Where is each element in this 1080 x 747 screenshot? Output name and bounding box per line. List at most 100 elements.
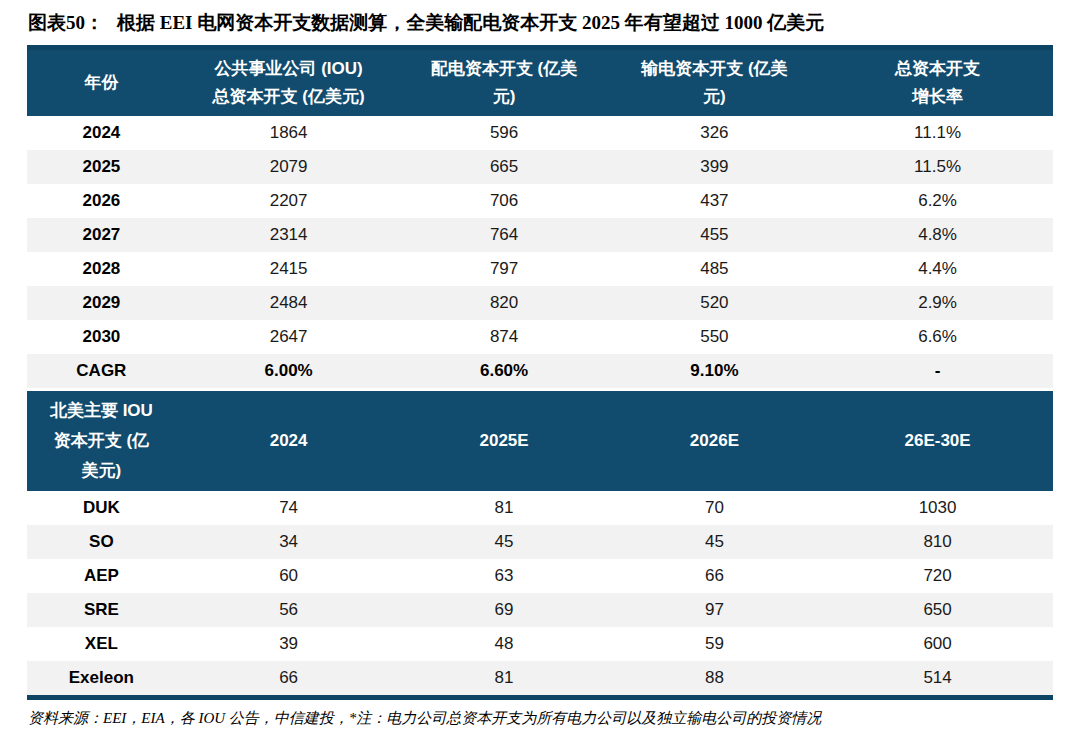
value-cell: 88	[607, 661, 822, 695]
value-cell: 48	[401, 627, 606, 661]
column-header-iou-total-capex: 公共事业公司 (IOU) 总资本开支 (亿美元)	[176, 50, 402, 116]
value-cell: 6.6%	[822, 320, 1053, 354]
value-cell: 9.10%	[607, 354, 822, 388]
value-cell: 2415	[176, 252, 402, 286]
year-cell: 2024	[27, 116, 176, 150]
table-row: 2027 2314 764 455 4.8%	[27, 218, 1053, 252]
source-note: 资料来源：EEI，EIA，各 IOU 公告，中信建投，*注：电力公司总资本开支为…	[27, 700, 1053, 728]
column-header-2025e: 2025E	[401, 391, 606, 491]
value-cell: 2079	[176, 150, 402, 184]
column-header-company: 北美主要 IOU 资本开支 (亿 美元)	[27, 391, 176, 491]
value-cell: 797	[401, 252, 606, 286]
value-cell: 2314	[176, 218, 402, 252]
value-cell: 74	[176, 491, 402, 525]
value-cell: 2484	[176, 286, 402, 320]
table-row: SO 34 45 45 810	[27, 525, 1053, 559]
column-header-2024: 2024	[176, 391, 402, 491]
value-cell: 596	[401, 116, 606, 150]
value-cell: 2647	[176, 320, 402, 354]
figure-title: 图表50：根据 EEI 电网资本开支数据测算，全美输配电资本开支 2025 年有…	[27, 8, 1053, 45]
ticker-cell: XEL	[27, 627, 176, 661]
value-cell: 4.4%	[822, 252, 1053, 286]
value-cell: 6.60%	[401, 354, 606, 388]
value-cell: 514	[822, 661, 1053, 695]
value-cell: 874	[401, 320, 606, 354]
table-row: 2029 2484 820 520 2.9%	[27, 286, 1053, 320]
value-cell: 2.9%	[822, 286, 1053, 320]
ticker-cell: DUK	[27, 491, 176, 525]
iou-company-capex-table: 北美主要 IOU 资本开支 (亿 美元) 2024 2025E 2026E 26…	[27, 391, 1053, 695]
header-row: 年份 公共事业公司 (IOU) 总资本开支 (亿美元) 配电资本开支 (亿美 元…	[27, 50, 1053, 116]
value-cell: 600	[822, 627, 1053, 661]
value-cell: 1030	[822, 491, 1053, 525]
value-cell: -	[822, 354, 1053, 388]
value-cell: 2207	[176, 184, 402, 218]
ticker-cell: SRE	[27, 593, 176, 627]
value-cell: 97	[607, 593, 822, 627]
ticker-cell: AEP	[27, 559, 176, 593]
column-header-year: 年份	[27, 50, 176, 116]
value-cell: 45	[607, 525, 822, 559]
year-cell: 2025	[27, 150, 176, 184]
column-header-26e-30e: 26E-30E	[822, 391, 1053, 491]
figure-label: 图表50：	[28, 12, 104, 33]
table-row: 2028 2415 797 485 4.4%	[27, 252, 1053, 286]
value-cell: 11.1%	[822, 116, 1053, 150]
value-cell: 66	[176, 661, 402, 695]
ticker-cell: SO	[27, 525, 176, 559]
value-cell: 399	[607, 150, 822, 184]
column-header-distribution-capex: 配电资本开支 (亿美 元)	[401, 50, 606, 116]
value-cell: 59	[607, 627, 822, 661]
header-row: 北美主要 IOU 资本开支 (亿 美元) 2024 2025E 2026E 26…	[27, 391, 1053, 491]
value-cell: 39	[176, 627, 402, 661]
value-cell: 6.2%	[822, 184, 1053, 218]
year-cell: 2027	[27, 218, 176, 252]
column-header-2026e: 2026E	[607, 391, 822, 491]
value-cell: 63	[401, 559, 606, 593]
value-cell: 650	[822, 593, 1053, 627]
national-grid-capex-table: 年份 公共事业公司 (IOU) 总资本开支 (亿美元) 配电资本开支 (亿美 元…	[27, 50, 1053, 388]
year-cell: 2029	[27, 286, 176, 320]
column-header-growth-rate: 总资本开支 增长率	[822, 50, 1053, 116]
value-cell: 485	[607, 252, 822, 286]
table1-header: 年份 公共事业公司 (IOU) 总资本开支 (亿美元) 配电资本开支 (亿美 元…	[27, 50, 1053, 116]
value-cell: 81	[401, 661, 606, 695]
value-cell: 437	[607, 184, 822, 218]
table2-header: 北美主要 IOU 资本开支 (亿 美元) 2024 2025E 2026E 26…	[27, 391, 1053, 491]
year-cell: 2028	[27, 252, 176, 286]
value-cell: 4.8%	[822, 218, 1053, 252]
value-cell: 720	[822, 559, 1053, 593]
table-row: XEL 39 48 59 600	[27, 627, 1053, 661]
table-row: 2025 2079 665 399 11.5%	[27, 150, 1053, 184]
table-row: Exeleon 66 81 88 514	[27, 661, 1053, 695]
value-cell: 60	[176, 559, 402, 593]
year-cell: 2030	[27, 320, 176, 354]
value-cell: 66	[607, 559, 822, 593]
value-cell: 11.5%	[822, 150, 1053, 184]
column-header-transmission-capex: 输电资本开支 (亿美 元)	[607, 50, 822, 116]
value-cell: 45	[401, 525, 606, 559]
table-row: AEP 60 63 66 720	[27, 559, 1053, 593]
cagr-row: CAGR 6.00% 6.60% 9.10% -	[27, 354, 1053, 388]
table-row: 2030 2647 874 550 6.6%	[27, 320, 1053, 354]
value-cell: 665	[401, 150, 606, 184]
table-row: DUK 74 81 70 1030	[27, 491, 1053, 525]
year-cell: CAGR	[27, 354, 176, 388]
value-cell: 6.00%	[176, 354, 402, 388]
value-cell: 764	[401, 218, 606, 252]
ticker-cell: Exeleon	[27, 661, 176, 695]
value-cell: 820	[401, 286, 606, 320]
value-cell: 810	[822, 525, 1053, 559]
value-cell: 550	[607, 320, 822, 354]
value-cell: 520	[607, 286, 822, 320]
table-row: SRE 56 69 97 650	[27, 593, 1053, 627]
value-cell: 326	[607, 116, 822, 150]
year-cell: 2026	[27, 184, 176, 218]
value-cell: 1864	[176, 116, 402, 150]
value-cell: 34	[176, 525, 402, 559]
value-cell: 69	[401, 593, 606, 627]
report-figure: 图表50：根据 EEI 电网资本开支数据测算，全美输配电资本开支 2025 年有…	[0, 0, 1080, 728]
value-cell: 706	[401, 184, 606, 218]
value-cell: 70	[607, 491, 822, 525]
table-row: 2026 2207 706 437 6.2%	[27, 184, 1053, 218]
